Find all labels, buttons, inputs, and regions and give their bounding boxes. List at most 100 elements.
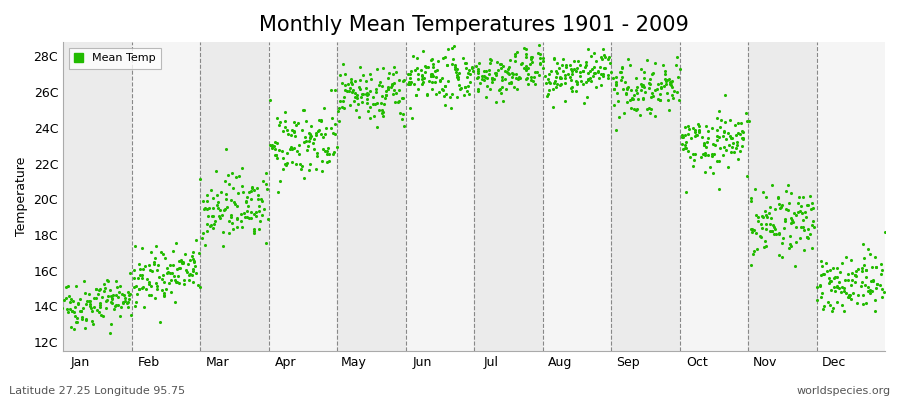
Point xyxy=(389,90,403,96)
Point xyxy=(688,133,702,140)
Point xyxy=(184,272,199,278)
Point xyxy=(86,321,100,327)
Point xyxy=(648,113,662,120)
Point xyxy=(823,278,837,285)
Point xyxy=(252,208,266,214)
Point xyxy=(383,84,398,90)
Point xyxy=(717,128,732,134)
Point xyxy=(351,101,365,107)
Point xyxy=(706,170,720,176)
Point xyxy=(381,86,395,92)
Point xyxy=(875,267,889,274)
Point xyxy=(569,68,583,74)
Point xyxy=(816,271,831,278)
Point xyxy=(758,238,772,244)
Point xyxy=(731,120,745,126)
Point xyxy=(427,72,441,79)
Point xyxy=(98,285,112,291)
Point xyxy=(648,86,662,93)
Point xyxy=(322,158,337,164)
Point xyxy=(805,245,819,251)
Point xyxy=(303,123,318,130)
Point xyxy=(135,272,149,278)
Point xyxy=(310,130,324,136)
Point xyxy=(64,324,78,330)
Point xyxy=(388,99,402,106)
Point xyxy=(400,80,415,87)
Point xyxy=(843,296,858,302)
Point xyxy=(220,172,235,179)
Point xyxy=(760,214,774,220)
Point xyxy=(373,79,387,86)
Point xyxy=(68,309,82,315)
Point xyxy=(299,138,313,144)
Point xyxy=(646,93,661,99)
Point xyxy=(509,49,524,55)
Point xyxy=(236,189,250,195)
Point xyxy=(618,91,633,97)
Point xyxy=(198,242,212,248)
Point xyxy=(463,71,477,77)
Point xyxy=(474,76,489,82)
Point xyxy=(410,65,424,71)
Point xyxy=(653,85,668,92)
Point xyxy=(453,86,467,92)
Point xyxy=(849,268,863,274)
Point xyxy=(564,85,579,91)
Point xyxy=(765,182,779,188)
Point xyxy=(141,281,156,287)
Point xyxy=(837,308,851,314)
Point xyxy=(579,59,593,65)
Point xyxy=(782,200,796,207)
Point xyxy=(336,98,350,104)
Point xyxy=(136,284,150,290)
Point xyxy=(482,56,497,63)
Point xyxy=(332,98,347,104)
Point xyxy=(132,272,147,279)
Point xyxy=(800,234,814,240)
Point xyxy=(224,170,238,177)
Point xyxy=(104,296,119,302)
Point xyxy=(375,93,390,99)
Point xyxy=(471,74,485,80)
Point xyxy=(778,218,792,224)
Point xyxy=(375,113,390,120)
Point xyxy=(508,75,523,81)
Point xyxy=(834,284,849,290)
Point xyxy=(364,76,378,82)
Point xyxy=(185,252,200,259)
Point xyxy=(482,71,497,77)
Point xyxy=(483,56,498,63)
Point xyxy=(128,303,142,309)
Point xyxy=(87,295,102,301)
Point xyxy=(352,84,366,90)
Point xyxy=(168,298,183,305)
Point xyxy=(759,194,773,200)
Point xyxy=(426,61,440,68)
Point xyxy=(785,216,799,223)
Point xyxy=(825,264,840,271)
Point xyxy=(590,68,605,74)
Point xyxy=(518,66,533,72)
Point xyxy=(330,108,345,115)
Point xyxy=(449,71,464,78)
Point xyxy=(452,82,466,88)
Point xyxy=(671,96,686,103)
Point xyxy=(417,75,431,81)
Point xyxy=(392,77,406,83)
Point xyxy=(643,109,657,116)
Point xyxy=(855,268,869,274)
Point xyxy=(651,81,665,87)
Point xyxy=(61,293,76,300)
Point xyxy=(324,124,338,131)
Point xyxy=(437,54,452,60)
Point xyxy=(662,81,677,88)
Point xyxy=(652,95,666,102)
Point xyxy=(774,240,788,246)
Point xyxy=(122,296,136,302)
Point xyxy=(762,204,777,211)
Point xyxy=(697,140,711,146)
Point xyxy=(862,290,877,296)
Point xyxy=(127,266,141,273)
Bar xyxy=(680,42,748,351)
